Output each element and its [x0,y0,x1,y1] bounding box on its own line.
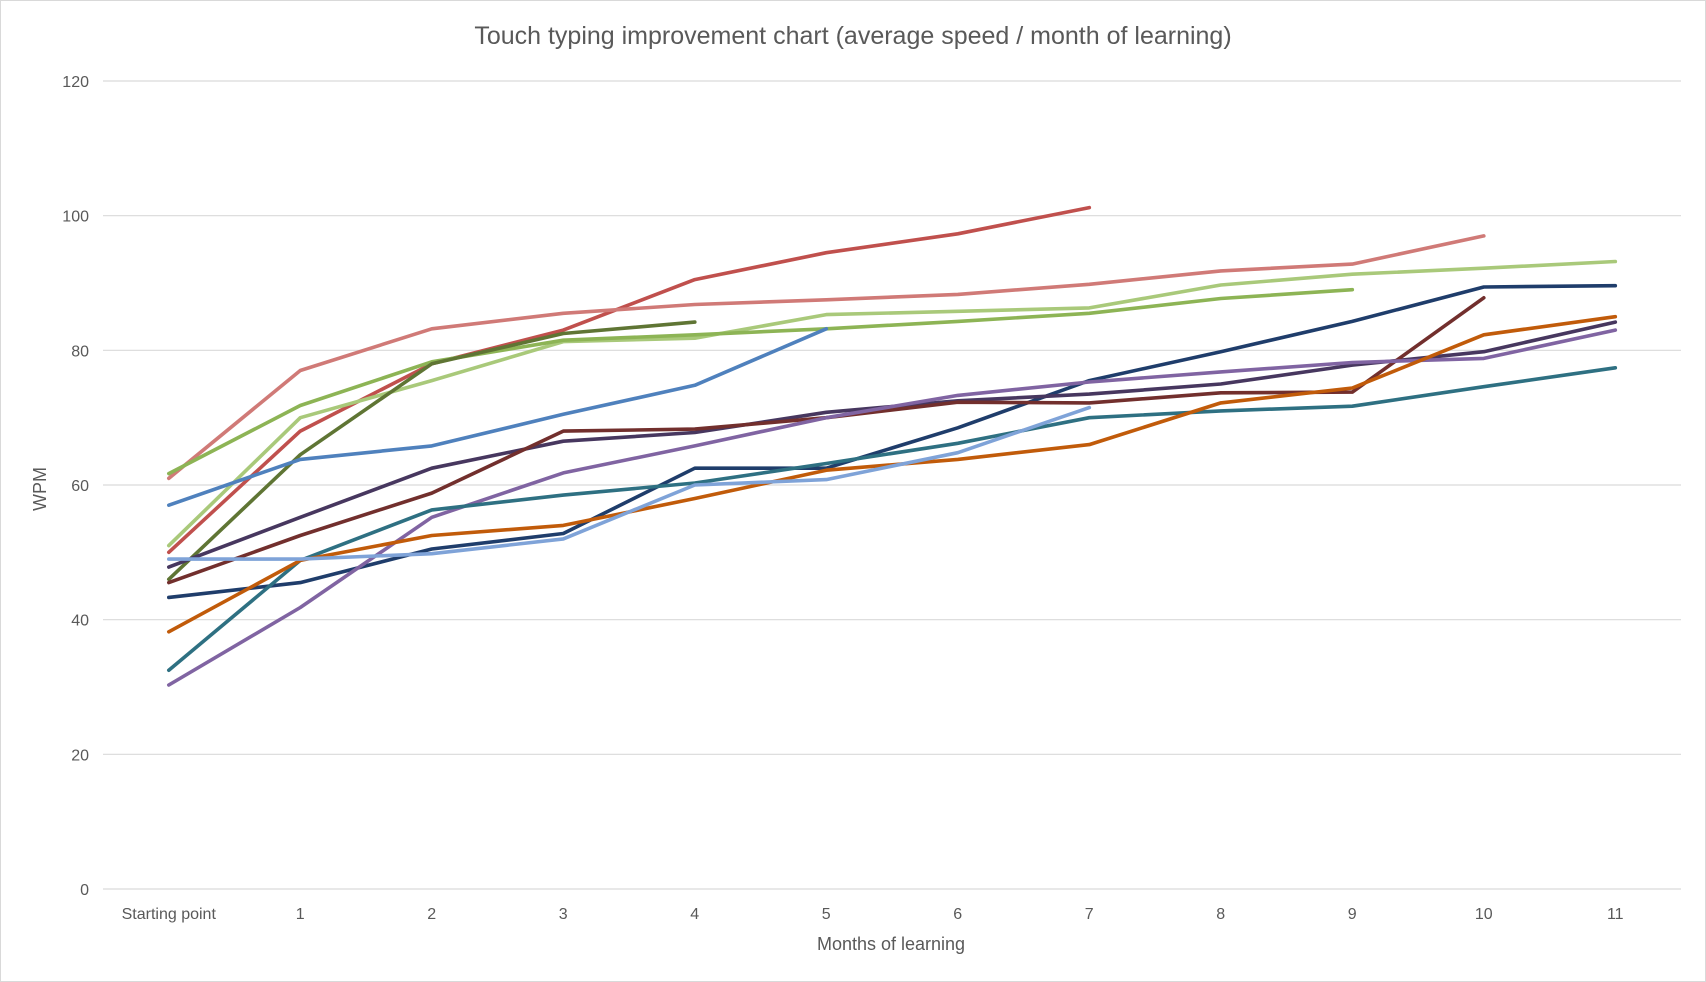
gridlines [103,80,1681,890]
series-line-10 [167,328,1618,687]
series-line-6 [167,326,829,508]
series-line-1 [167,205,1092,555]
x-tick-label: 10 [1475,906,1493,923]
y-tick-label: 80 [71,343,89,360]
y-tick-label: 120 [62,74,89,91]
series-line-3 [167,259,1618,548]
series-line-5 [167,320,697,582]
x-tick-label: 11 [1607,906,1624,923]
y-axis-title: WPM [30,467,50,511]
x-tick-label: 9 [1348,906,1357,923]
series-lines [167,205,1618,687]
series-line-2 [167,234,1486,481]
series-line-13 [167,405,1092,561]
x-tick-label: 6 [953,906,962,923]
series-line-9 [167,295,1486,585]
x-tick-label: 7 [1085,906,1094,923]
x-tick-label: 4 [690,906,699,923]
y-tick-label: 20 [71,747,89,764]
y-tick-label: 40 [71,613,89,630]
x-tick-label: 3 [559,906,568,923]
chart-title: Touch typing improvement chart (average … [474,22,1231,50]
x-tick-label: 8 [1216,906,1225,923]
x-tick-label: 1 [296,906,305,923]
y-axis-ticks: 0 20 40 60 80 100 120 [62,74,89,899]
y-tick-label: 0 [80,882,89,899]
x-tick-label: Starting point [122,906,217,923]
x-axis-title: Months of learning [817,934,965,954]
y-tick-label: 60 [71,478,89,495]
x-tick-label: 2 [427,906,436,923]
x-axis-ticks: Starting point 1 2 3 4 5 6 7 8 9 10 11 [122,906,1624,923]
series-line-12 [167,314,1618,634]
y-tick-label: 100 [62,209,89,226]
series-line-4 [167,287,1355,476]
series-line-11 [167,365,1618,673]
x-tick-label: 5 [822,906,831,923]
